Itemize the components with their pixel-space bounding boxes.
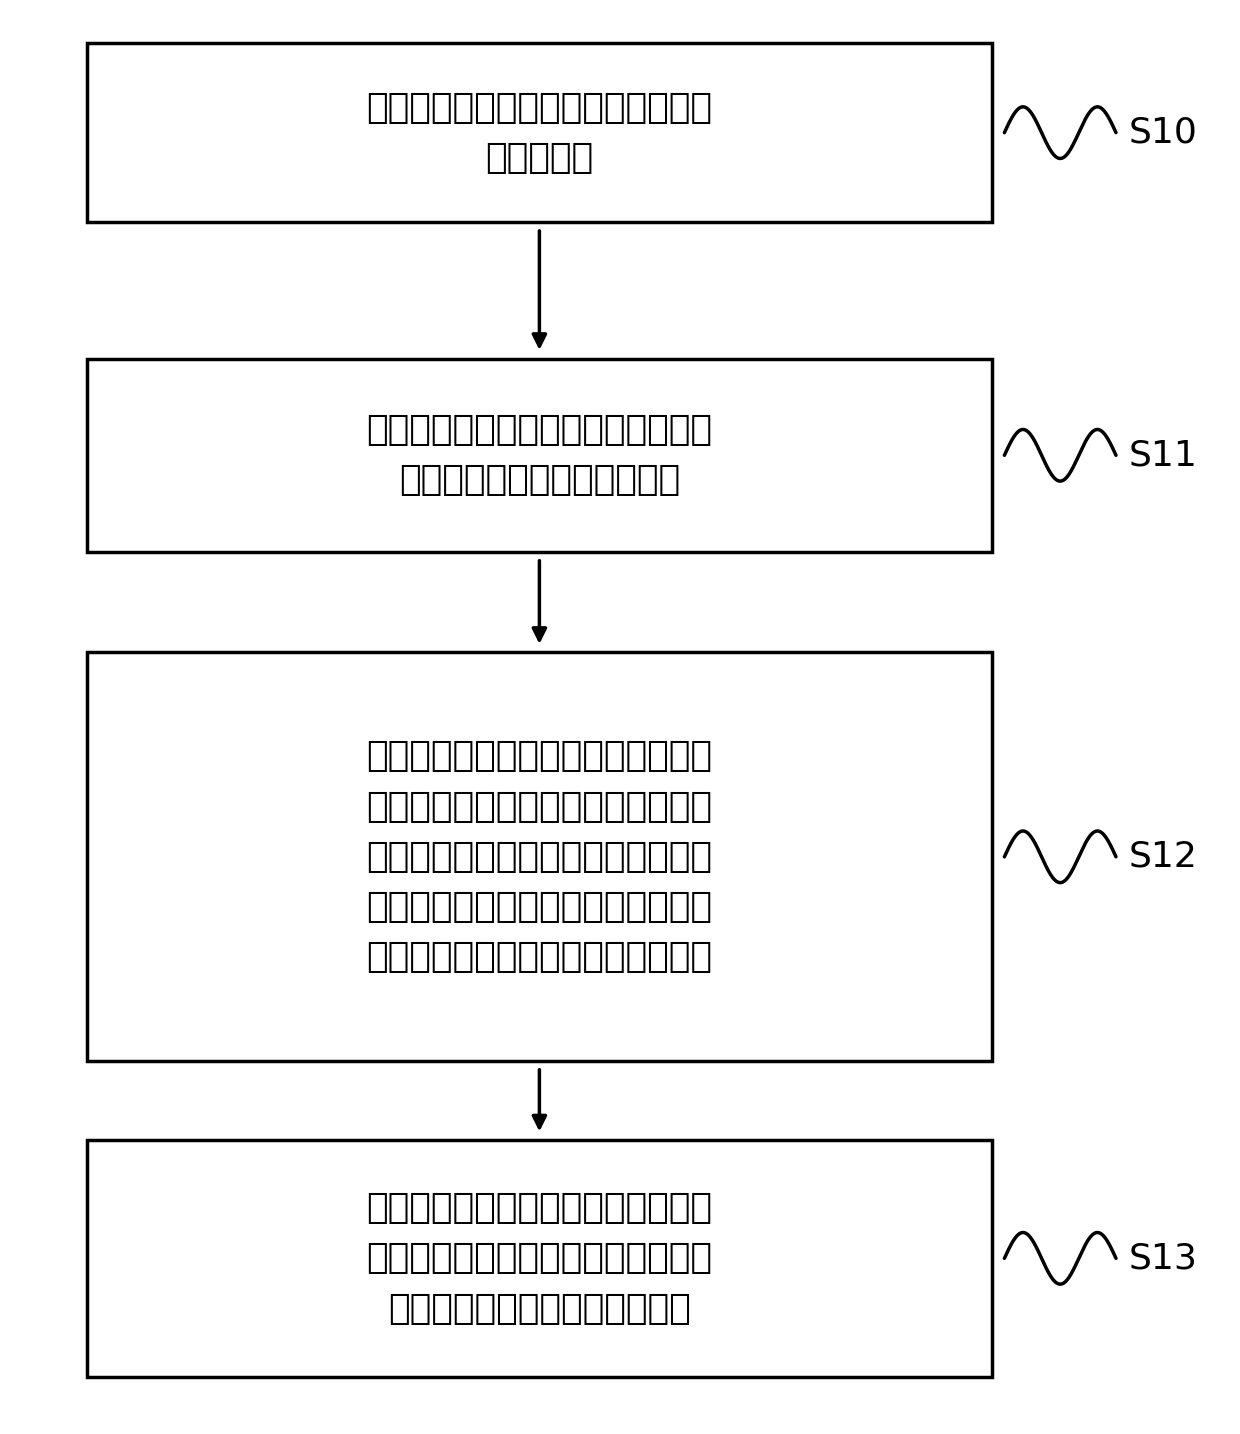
Bar — [87, 43, 992, 222]
Bar — [87, 652, 992, 1061]
Text: 若所述当前变焦比率与临界光学变焦
比率的偏差小于预设阈值，则根据所
述第一亮度参数调整待切换摄像头模
组成像的第二亮度参数，以使所述第
二亮度参数与所述第一亮度: 若所述当前变焦比率与临界光学变焦 比率的偏差小于预设阈值，则根据所 述第一亮度参… — [366, 740, 713, 974]
Text: 获取当前摄像头模组所拍摄图像的第
一亮度参数: 获取当前摄像头模组所拍摄图像的第 一亮度参数 — [366, 90, 713, 175]
Text: S13: S13 — [1128, 1242, 1198, 1275]
Text: S11: S11 — [1128, 439, 1198, 472]
Text: S10: S10 — [1128, 116, 1198, 149]
Bar — [87, 1140, 992, 1377]
Bar — [87, 358, 992, 552]
Text: 当所述当前变焦比率等于所述临界光
学变焦比率时，将所述当前摄像头模
组切换为所述待切换摄像头模组: 当所述当前变焦比率等于所述临界光 学变焦比率时，将所述当前摄像头模 组切换为所述… — [366, 1192, 713, 1325]
Text: S12: S12 — [1128, 840, 1198, 873]
Text: 接收变焦比率调整指令并实时检测当
前摄像头模组的当前变焦比率: 接收变焦比率调整指令并实时检测当 前摄像头模组的当前变焦比率 — [366, 413, 713, 498]
